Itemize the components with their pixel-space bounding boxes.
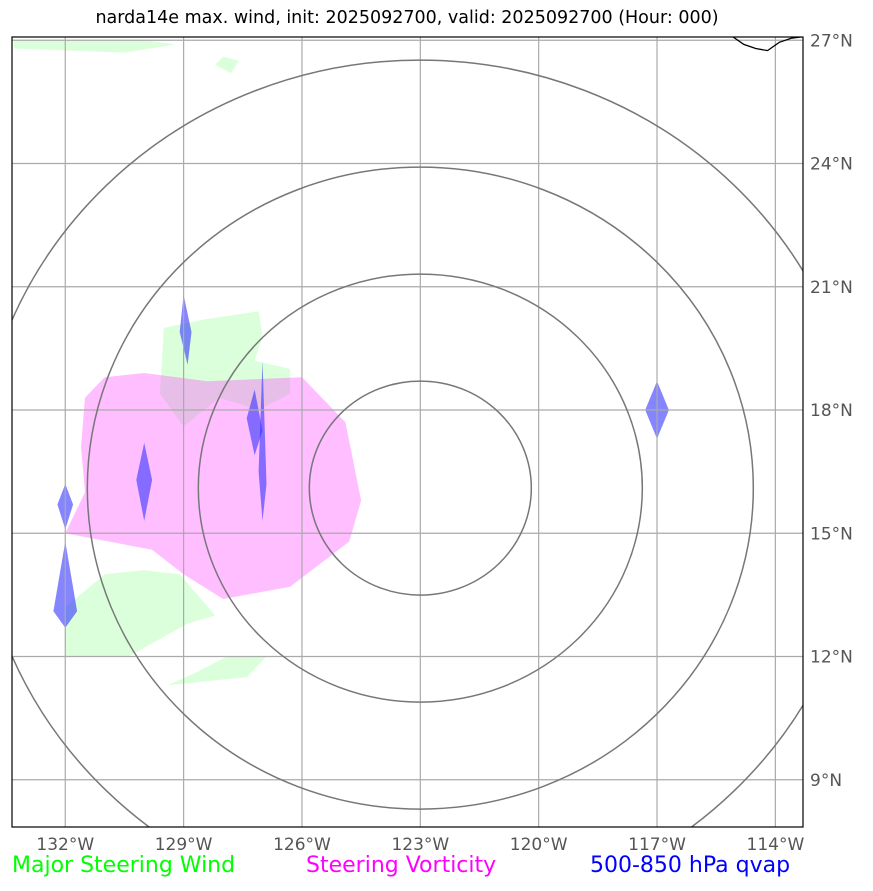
legend-major-steering-wind: Major Steering Wind [12,853,236,878]
steering-wind-area-4 [167,656,267,686]
range-ring-2 [197,273,644,703]
qvap-area-2 [136,442,153,521]
legend-qvap: 500-850 hPa qvap [590,853,791,878]
qvap-area-1 [246,389,263,456]
lat-tick-label: 15°N [810,524,853,544]
range-ring-3 [86,166,755,810]
map-frame [11,36,804,828]
lon-tick-label: 117°W [628,835,686,855]
qvap-area-3 [258,360,267,521]
steering-wind-area-3 [65,570,216,657]
steering-vorticity-area-0 [65,373,362,599]
qvap-area-0 [179,295,192,365]
lat-tick-label: 9°N [810,771,842,791]
steering-wind-area-1 [215,56,239,74]
legend-steering-vorticity: Steering Vorticity [306,853,497,878]
lon-tick-label: 120°W [510,835,568,855]
lon-tick-label: 129°W [155,835,213,855]
lat-tick-label: 18°N [810,401,853,421]
steering-wind-area-2 [159,311,291,427]
coastline [732,37,803,52]
lat-tick-label: 27°N [810,31,853,51]
lon-tick-label: 114°W [747,835,805,855]
lon-tick-label: 123°W [391,835,449,855]
steering-wind-area-0 [14,40,176,53]
lat-tick-label: 12°N [810,648,853,668]
range-ring-1 [308,380,533,596]
lat-tick-label: 24°N [810,155,853,175]
lon-tick-label: 126°W [273,835,331,855]
tick-labels: 132°W 129°W 126°W 123°W 120°W 117°W 114°W 27°N 2… [36,31,852,855]
lat-tick-label: 21°N [810,278,853,298]
lon-tick-label: 132°W [36,835,94,855]
map-plot-area [12,37,803,827]
map-title: narda14e max. wind, init: 2025092700, va… [95,8,719,28]
range-ring-4 [12,59,803,827]
